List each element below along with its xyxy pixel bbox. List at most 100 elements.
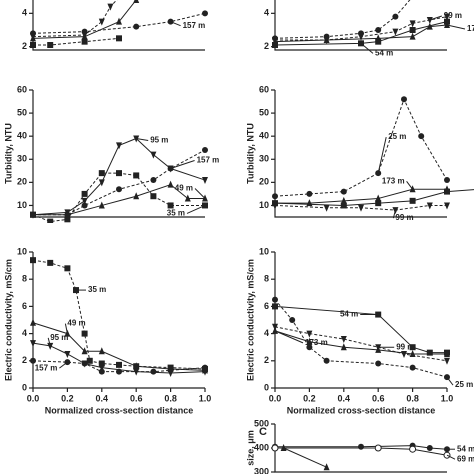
marker: [116, 368, 122, 375]
x-tick-label: 0.0: [269, 393, 282, 403]
plot: [272, 0, 450, 48]
marker: [444, 350, 450, 357]
plot: [272, 96, 450, 215]
x-tick-label: 0.6: [372, 393, 385, 403]
marker: [409, 32, 416, 40]
series-label: 173 m: [467, 24, 474, 33]
marker: [426, 445, 433, 451]
leader: [194, 188, 206, 199]
marker: [116, 35, 122, 42]
y-tick-label: 300: [254, 466, 269, 474]
plot: [272, 296, 450, 381]
y-tick-label: 20: [259, 177, 269, 187]
marker: [272, 202, 278, 210]
line: [283, 447, 327, 468]
leader: [47, 337, 51, 346]
x-tick-label: 0.4: [96, 393, 109, 403]
plot: [30, 0, 208, 48]
y-axis-label: Turbidity, NTU: [3, 123, 13, 184]
marker: [47, 259, 54, 266]
series-label: 99 m: [444, 11, 462, 20]
marker: [418, 133, 425, 140]
panel-label: C: [259, 426, 267, 438]
marker: [81, 197, 88, 205]
marker: [98, 368, 105, 375]
axis: [274, 90, 447, 218]
marker: [375, 360, 382, 367]
series-label: 173 m: [382, 176, 405, 185]
y-tick-label: 60: [259, 84, 269, 94]
leader: [446, 376, 454, 386]
line: [274, 299, 448, 378]
y-tick-label: 8: [264, 274, 269, 284]
plot: [30, 257, 208, 378]
leader: [377, 137, 387, 174]
line: [32, 12, 206, 34]
y-tick-label: 20: [17, 177, 27, 187]
marker: [340, 188, 347, 195]
marker: [272, 193, 278, 200]
y-tick-label: 2: [22, 355, 27, 365]
marker: [98, 179, 105, 187]
y-axis-label: Turbidity, NTU: [245, 123, 255, 184]
marker: [401, 96, 407, 103]
marker: [375, 194, 382, 202]
marker: [323, 36, 330, 43]
marker: [323, 357, 330, 364]
marker: [375, 345, 382, 353]
marker: [98, 364, 105, 372]
series-label: 25 m: [388, 132, 406, 141]
y-axis-label: Electric conductivity, mS/cm: [3, 259, 13, 381]
marker: [289, 317, 296, 323]
x-tick-label: 0.8: [406, 393, 419, 403]
line: [274, 24, 448, 43]
leader: [446, 189, 474, 193]
y-tick-label: 60: [17, 84, 27, 94]
marker: [271, 444, 279, 452]
marker: [272, 303, 278, 310]
marker: [98, 170, 105, 177]
marker: [280, 444, 287, 451]
line: [32, 172, 205, 223]
y-tick-label: 4: [264, 328, 269, 338]
leader: [429, 15, 442, 21]
y-tick-label: 40: [259, 131, 269, 141]
y-tick-label: 2: [264, 41, 269, 51]
y-tick-label: 4: [22, 328, 27, 338]
marker: [81, 330, 88, 337]
marker: [375, 38, 382, 45]
line: [32, 137, 206, 216]
marker: [401, 351, 407, 358]
marker: [167, 180, 174, 188]
marker: [374, 444, 382, 452]
marker: [30, 211, 36, 218]
marker: [340, 196, 347, 204]
marker: [64, 265, 71, 272]
marker: [272, 42, 278, 48]
marker: [150, 177, 157, 184]
leader: [446, 24, 466, 30]
line: [33, 149, 206, 216]
line: [274, 330, 447, 355]
x-tick-label: 1.0: [199, 393, 212, 403]
marker: [392, 13, 399, 20]
marker: [167, 202, 174, 209]
marker: [47, 342, 54, 350]
marker: [202, 147, 208, 154]
series-label: 25 m: [455, 380, 473, 389]
marker: [30, 318, 36, 326]
marker: [47, 218, 54, 223]
marker: [98, 201, 105, 209]
y-tick-label: 10: [259, 200, 269, 210]
marker: [340, 202, 347, 209]
x-tick-label: 0.0: [27, 393, 40, 403]
marker: [81, 347, 88, 355]
marker: [272, 326, 278, 334]
marker: [81, 360, 88, 367]
y-tick-label: 4: [264, 8, 269, 18]
marker: [409, 20, 416, 28]
leader: [406, 180, 414, 190]
marker: [375, 27, 382, 33]
leader: [392, 209, 396, 219]
marker: [30, 34, 36, 42]
